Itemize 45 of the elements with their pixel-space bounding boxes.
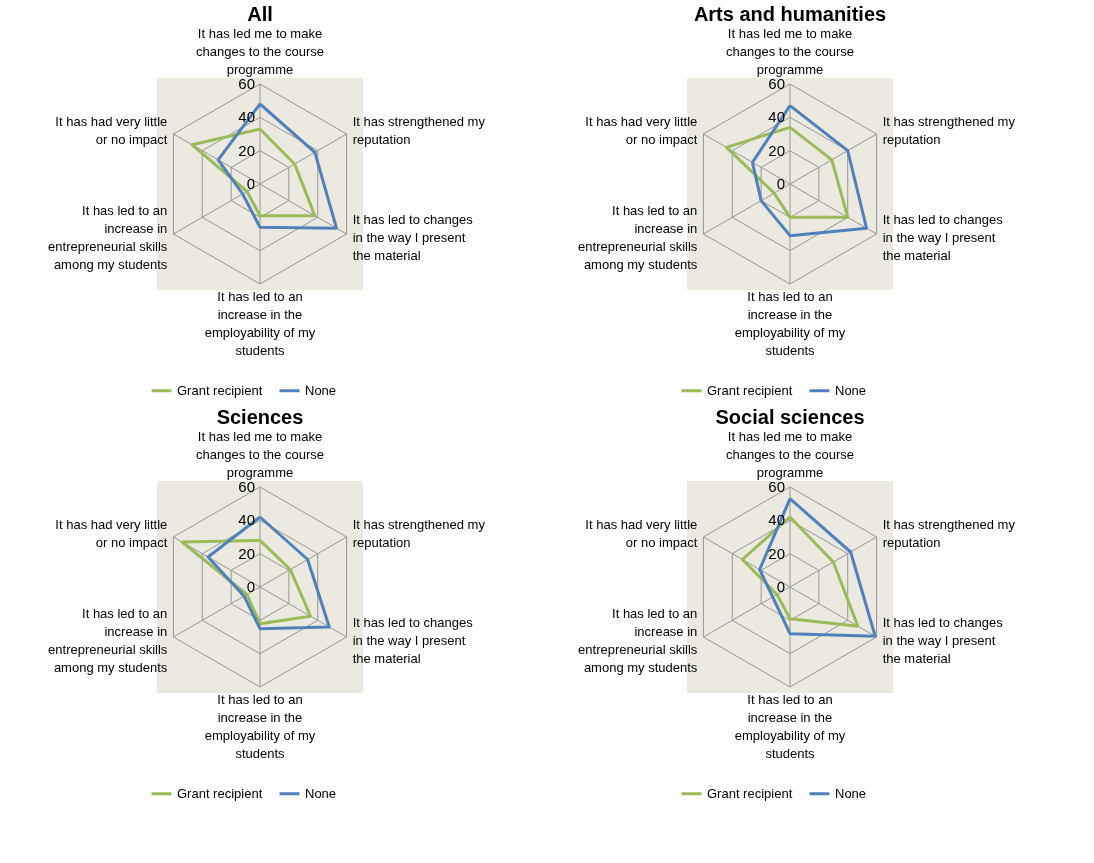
spoke-label: It has led me to make changes to the course programme (196, 429, 324, 480)
spoke-label: It has led me to make changes to the course programme (196, 26, 324, 77)
spoke-label: It has led to an increase in the employability of my students (204, 289, 316, 358)
legend-label: Grant recipient (707, 785, 793, 801)
y-tick-label: 20 (238, 141, 255, 159)
spoke-label: It has led to an increase in entrepreneurial skills among my students (578, 202, 698, 272)
spoke-label: It has led to changes in the way I present the material (352, 211, 474, 263)
spoke-label: It has strengthened my reputation (882, 516, 1016, 550)
y-tick-label: 20 (768, 544, 785, 562)
spoke-label: It has led to an increase in entrepreneurial skills among my students (578, 605, 698, 675)
spoke-label: It has had very little or no impact (585, 113, 698, 147)
spoke-label: It has led to an increase in the employability of my students (204, 692, 316, 761)
chart-title: Social sciences (715, 406, 865, 428)
legend-label: Grant recipient (177, 785, 263, 801)
y-tick-label: 40 (238, 511, 255, 529)
spoke-label: It has led to an increase in the employability of my students (734, 692, 846, 761)
y-tick-label: 20 (768, 141, 785, 159)
chart-title: All (247, 3, 273, 25)
spoke-label: It has had very little or no impact (585, 516, 698, 550)
spoke-label: It has strengthened my reputation (352, 516, 486, 550)
y-tick-label: 0 (246, 175, 255, 192)
spoke-label: It has led to changes in the way I present the material (882, 614, 1004, 666)
legend-label: None (305, 785, 337, 801)
chart-title: Sciences (216, 406, 304, 428)
y-tick-label: 0 (776, 578, 785, 595)
spoke-label: It has led to an increase in entrepreneurial skills among my students (48, 605, 168, 675)
spoke-label: It has led to changes in the way I present the material (882, 211, 1004, 263)
legend-label: None (835, 785, 867, 801)
spoke-label: It has led to changes in the way I present the material (352, 614, 474, 666)
chart-title: Arts and humanities (693, 3, 887, 25)
spoke-label: It has led me to make changes to the course programme (726, 26, 854, 77)
spoke-label: It has had very little or no impact (55, 113, 168, 147)
spoke-label: It has strengthened my reputation (352, 113, 486, 147)
legend-label: None (835, 382, 867, 398)
legend-label: Grant recipient (177, 382, 263, 398)
spoke-label: It has led me to make changes to the course programme (726, 429, 854, 480)
spoke-label: It has had very little or no impact (55, 516, 168, 550)
spoke-label: It has strengthened my reputation (882, 113, 1016, 147)
y-tick-label: 0 (776, 175, 785, 192)
y-tick-label: 0 (246, 578, 255, 595)
spoke-label: It has led to an increase in the employability of my students (734, 289, 846, 358)
legend-label: Grant recipient (707, 382, 793, 398)
spoke-label: It has led to an increase in entrepreneurial skills among my students (48, 202, 168, 272)
y-tick-label: 20 (238, 544, 255, 562)
legend-label: None (305, 382, 337, 398)
